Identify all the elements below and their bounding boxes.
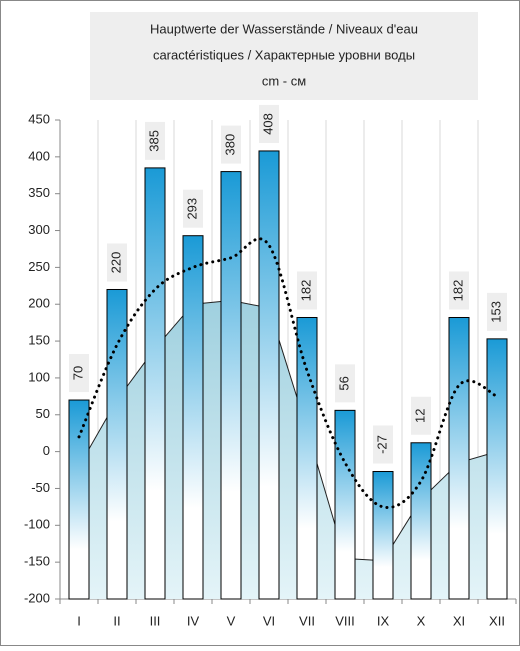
y-tick-label: 300 xyxy=(28,222,50,237)
value-label: 293 xyxy=(184,198,199,220)
bar xyxy=(144,167,166,600)
value-label-box xyxy=(335,364,355,403)
value-label-box xyxy=(259,104,279,143)
x-tick-label: I xyxy=(77,613,81,628)
x-tick-label: II xyxy=(113,613,120,628)
y-tick-label: 50 xyxy=(36,406,50,421)
y-tick-label: 150 xyxy=(28,333,50,348)
bar xyxy=(372,471,394,600)
x-tick-label: IX xyxy=(377,613,390,628)
value-label-box xyxy=(297,271,317,310)
value-label: 380 xyxy=(222,134,237,156)
y-tick-label: -50 xyxy=(31,480,50,495)
x-tick-label: III xyxy=(150,613,161,628)
trend-line xyxy=(77,237,499,509)
bar xyxy=(68,399,90,600)
x-tick-label: XII xyxy=(489,613,505,628)
value-label: 408 xyxy=(260,113,275,135)
y-tick-label: 350 xyxy=(28,185,50,200)
value-label: -27 xyxy=(374,435,389,454)
bar xyxy=(448,316,470,600)
value-label: 12 xyxy=(412,409,427,423)
y-tick-label: -200 xyxy=(24,590,50,605)
x-tick-label: VI xyxy=(263,613,275,628)
bar xyxy=(486,338,508,600)
value-label-box xyxy=(373,425,393,464)
bar xyxy=(334,409,356,600)
bar xyxy=(182,235,204,600)
value-label: 182 xyxy=(450,280,465,302)
value-label-box xyxy=(449,271,469,310)
y-tick-label: 250 xyxy=(28,259,50,274)
value-label-box xyxy=(107,243,127,282)
chart-title: cm - см xyxy=(262,73,306,88)
y-tick-label: 400 xyxy=(28,148,50,163)
bar xyxy=(410,442,432,600)
value-label: 153 xyxy=(488,301,503,323)
chart-title: caractéristiques / Характерные уровни во… xyxy=(153,47,415,62)
value-label-box xyxy=(221,125,241,164)
bar xyxy=(220,171,242,600)
x-tick-label: XI xyxy=(453,613,465,628)
y-tick-label: 200 xyxy=(28,296,50,311)
value-label-box xyxy=(69,354,89,393)
y-tick-label: -150 xyxy=(24,554,50,569)
chart-title: Hauptwerte der Wasserstände / Niveaux d'… xyxy=(150,21,418,36)
title-box xyxy=(90,12,478,100)
value-label: 56 xyxy=(336,376,351,390)
x-tick-label: IV xyxy=(187,613,200,628)
value-label-box xyxy=(145,121,165,160)
value-label-box xyxy=(183,189,203,228)
value-label: 385 xyxy=(146,130,161,152)
y-tick-label: 0 xyxy=(43,443,50,458)
value-label-box xyxy=(487,292,507,331)
value-label: 70 xyxy=(70,366,85,380)
value-label: 182 xyxy=(298,280,313,302)
x-tick-label: VIII xyxy=(335,613,355,628)
bar xyxy=(296,316,318,600)
y-tick-label: -100 xyxy=(24,517,50,532)
bar xyxy=(258,150,280,600)
value-label-box xyxy=(411,396,431,435)
x-tick-label: VII xyxy=(299,613,315,628)
x-tick-label: V xyxy=(227,613,236,628)
value-label: 220 xyxy=(108,252,123,274)
y-tick-label: 450 xyxy=(28,111,50,126)
x-tick-label: X xyxy=(417,613,426,628)
y-tick-label: 100 xyxy=(28,369,50,384)
bar xyxy=(106,288,128,600)
